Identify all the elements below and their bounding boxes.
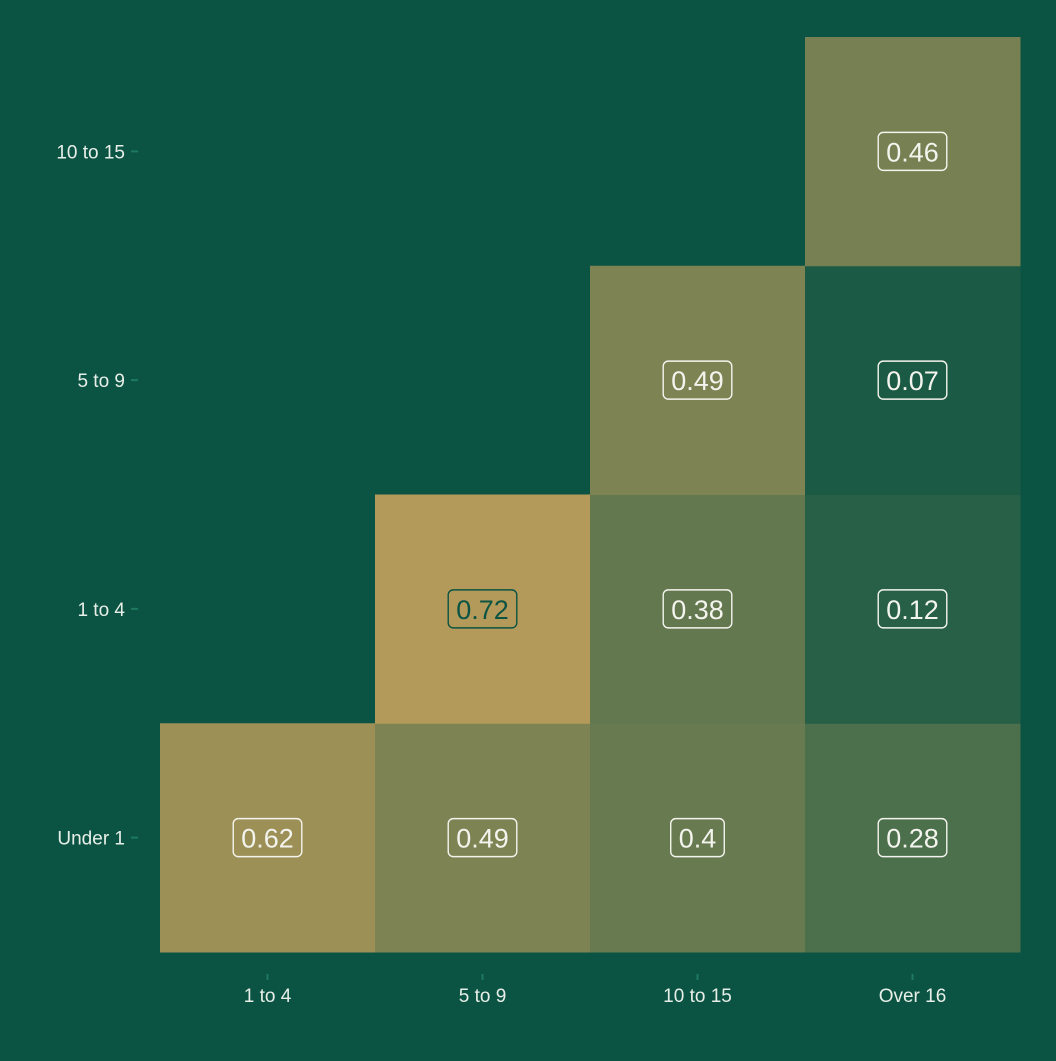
axes-layer: 1 to 4 5 to 9 10 to 15 Over 16 Under 1 1 to 4… xyxy=(56,142,946,1007)
cell-value-label: 0.49 xyxy=(671,366,724,396)
heatmap-cell-rect xyxy=(375,494,591,724)
cell-value-label: 0.62 xyxy=(241,824,294,854)
heatmap-cell: 0.28 xyxy=(805,723,1021,953)
y-tick-label: 5 to 9 xyxy=(77,371,125,392)
cell-value-box xyxy=(662,589,733,629)
y-tick-label: 1 to 4 xyxy=(77,600,125,621)
heatmap-cell-rect xyxy=(805,494,1021,724)
heatmap-cell-rect xyxy=(160,723,376,953)
heatmap-cell: 0.72 xyxy=(375,494,591,724)
cell-value-box xyxy=(232,817,303,858)
cell-value-label: 0.12 xyxy=(886,595,939,625)
heatmap-cell: 0.07 xyxy=(805,265,1021,495)
y-tick-label: 10 to 15 xyxy=(56,142,125,163)
cell-value-label: 0.07 xyxy=(886,366,939,396)
heatmap-cell: 0.12 xyxy=(805,494,1021,724)
cell-value-label: 0.4 xyxy=(679,824,717,854)
cell-value-box xyxy=(662,360,733,400)
heatmap-cell-rect xyxy=(375,723,591,953)
x-tick-label: 5 to 9 xyxy=(459,986,507,1007)
cell-value-box xyxy=(877,589,948,629)
heatmap-cell: 0.49 xyxy=(375,723,591,953)
heatmap-cell-rect xyxy=(590,723,806,953)
cell-value-box xyxy=(447,817,518,858)
cells-layer: 0.62 0.49 0.4 0.28 0.72 0.38 0.12 0.49 0.07 0.46 xyxy=(160,37,1021,953)
y-tick-label: Under 1 xyxy=(57,829,125,850)
heatmap-cell: 0.38 xyxy=(590,494,806,724)
heatmap-cell: 0.49 xyxy=(590,265,806,495)
heatmap-cell: 0.62 xyxy=(160,723,376,953)
heatmap-cell-rect xyxy=(590,265,806,495)
cell-value-label: 0.49 xyxy=(456,824,509,854)
x-tick-label: 10 to 15 xyxy=(663,986,732,1007)
cell-value-box xyxy=(670,817,725,858)
heatmap-cell-rect xyxy=(805,723,1021,953)
cell-value-box xyxy=(447,589,518,629)
heatmap-cell: 0.46 xyxy=(805,37,1021,267)
x-tick-label: 1 to 4 xyxy=(244,986,292,1007)
cell-value-label: 0.38 xyxy=(671,595,724,625)
cell-value-box xyxy=(877,360,948,400)
cell-value-label: 0.28 xyxy=(886,824,939,854)
heatmap-cell-rect xyxy=(590,494,806,724)
heatmap-cell: 0.4 xyxy=(590,723,806,953)
cell-value-box xyxy=(877,131,948,172)
cell-value-label: 0.46 xyxy=(886,137,939,167)
heatmap-cell-rect xyxy=(805,37,1021,267)
x-tick-label: Over 16 xyxy=(879,986,947,1007)
cell-value-label: 0.72 xyxy=(456,595,509,625)
heatmap-cell-rect xyxy=(805,265,1021,495)
cell-value-box xyxy=(877,817,948,858)
